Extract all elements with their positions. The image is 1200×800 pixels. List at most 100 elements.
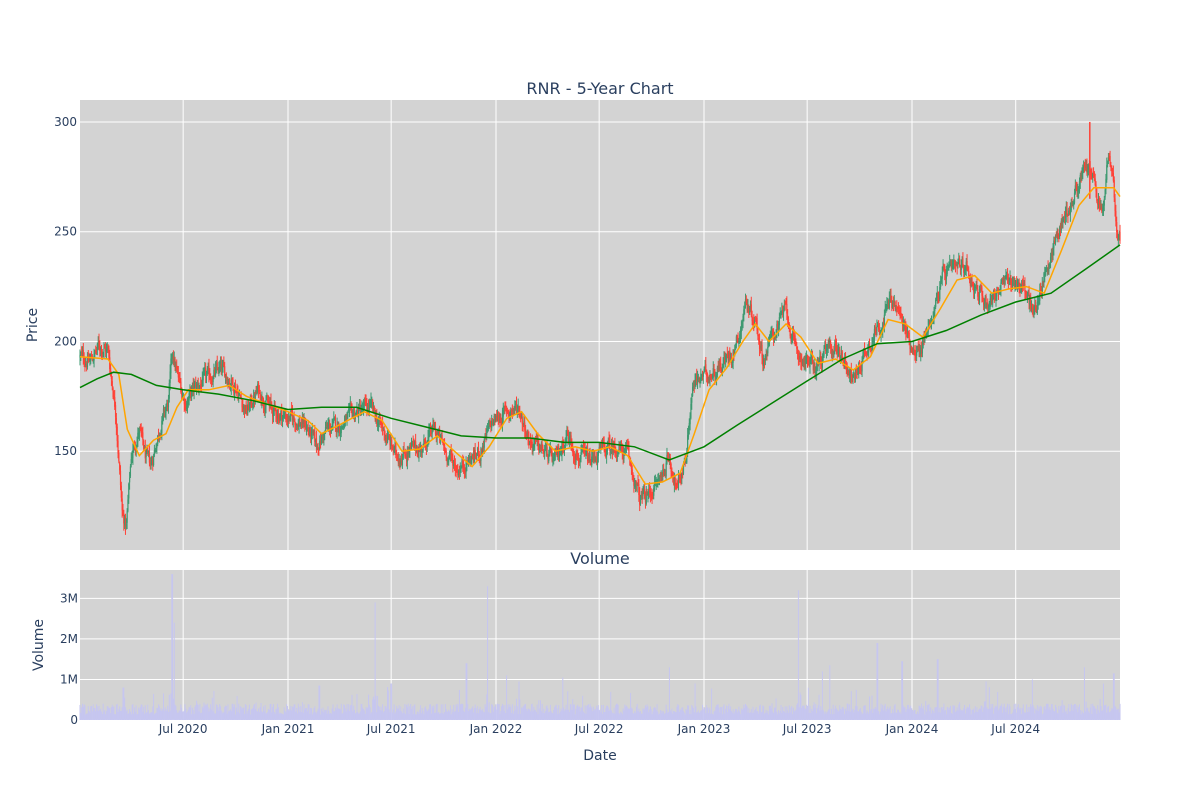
volume-bar bbox=[797, 590, 799, 720]
candle-body bbox=[742, 316, 744, 321]
candle-body bbox=[1004, 278, 1006, 285]
candle-body bbox=[416, 447, 418, 455]
candle-body bbox=[1092, 172, 1095, 174]
candle-body bbox=[628, 446, 630, 458]
volume-bar bbox=[762, 705, 764, 720]
candle-body bbox=[302, 418, 304, 424]
candle-body bbox=[676, 483, 678, 486]
volume-bar bbox=[338, 708, 340, 720]
candle-body bbox=[397, 458, 399, 463]
candle-body bbox=[119, 470, 122, 486]
volume-bar bbox=[81, 703, 83, 720]
volume-plot-area bbox=[80, 570, 1120, 720]
candle-body bbox=[388, 436, 390, 438]
candle-body bbox=[474, 449, 476, 454]
candle-body bbox=[259, 392, 261, 399]
candle-body bbox=[332, 420, 334, 426]
volume-bars bbox=[79, 574, 1121, 720]
candle-body bbox=[744, 307, 746, 309]
volume-bar bbox=[804, 708, 806, 720]
volume-bar bbox=[948, 709, 950, 720]
candle-body bbox=[909, 341, 911, 350]
volume-bar bbox=[1093, 705, 1095, 720]
volume-bar bbox=[821, 671, 823, 720]
volume-bar bbox=[100, 711, 102, 720]
volume-bar bbox=[487, 712, 489, 720]
candle-body bbox=[661, 474, 663, 477]
volume-bar bbox=[868, 713, 870, 720]
candle-body bbox=[1081, 171, 1083, 178]
volume-bar bbox=[202, 708, 204, 720]
candle-body bbox=[1057, 230, 1059, 236]
candle-body bbox=[664, 472, 666, 475]
volume-bar bbox=[334, 711, 336, 720]
candle-body bbox=[216, 362, 218, 367]
volume-bar bbox=[962, 710, 964, 720]
volume-bar bbox=[783, 711, 785, 720]
volume-bar bbox=[735, 708, 737, 720]
candle-body bbox=[223, 363, 225, 367]
candle-body bbox=[842, 357, 844, 362]
candle-body bbox=[570, 435, 572, 444]
volume-bar bbox=[436, 703, 438, 720]
volume-bar bbox=[129, 708, 131, 720]
candle-body bbox=[501, 414, 504, 427]
volume-bar bbox=[745, 703, 747, 720]
candle-body bbox=[760, 345, 762, 348]
candle-body bbox=[652, 496, 654, 498]
candle-body bbox=[118, 452, 120, 462]
candle-body bbox=[504, 406, 506, 407]
candle-body bbox=[884, 308, 886, 314]
volume-bar bbox=[764, 712, 766, 720]
candle-body bbox=[616, 454, 618, 458]
candle-body bbox=[355, 412, 357, 415]
candle-body bbox=[879, 332, 881, 334]
volume-bar bbox=[727, 705, 729, 720]
candle-body bbox=[564, 439, 566, 449]
candle-body bbox=[752, 321, 754, 323]
candle-body bbox=[459, 468, 461, 473]
candle-body bbox=[586, 450, 588, 453]
volume-bar bbox=[930, 707, 932, 720]
candle-body bbox=[449, 452, 451, 455]
volume-bar bbox=[368, 694, 370, 720]
volume-bar bbox=[1042, 713, 1044, 720]
volume-bar bbox=[640, 713, 642, 720]
candle-body bbox=[871, 344, 873, 350]
candle-body bbox=[706, 370, 708, 376]
price-y-tick-label: 150 bbox=[54, 444, 77, 458]
volume-bar bbox=[308, 704, 310, 720]
volume-bar bbox=[931, 713, 933, 720]
volume-bar bbox=[518, 681, 520, 720]
volume-bar bbox=[826, 713, 828, 720]
volume-bar bbox=[328, 710, 330, 720]
candle-body bbox=[121, 498, 123, 511]
candle-body bbox=[279, 415, 281, 422]
candle-body bbox=[275, 408, 277, 415]
candle-body bbox=[644, 489, 646, 499]
candle-body bbox=[232, 378, 234, 389]
volume-bar bbox=[720, 706, 722, 720]
candle-body bbox=[946, 269, 948, 275]
volume-bar bbox=[1031, 679, 1033, 720]
candle-body bbox=[861, 362, 863, 372]
volume-bar bbox=[995, 705, 997, 720]
candle-body bbox=[658, 477, 661, 480]
volume-bar bbox=[413, 705, 415, 720]
volume-bar bbox=[272, 704, 274, 720]
volume-bar bbox=[611, 712, 613, 720]
volume-bar bbox=[477, 706, 479, 720]
candle-body bbox=[1062, 218, 1064, 222]
volume-bar bbox=[513, 711, 515, 720]
candle-body bbox=[894, 301, 896, 309]
volume-bar bbox=[93, 708, 95, 720]
candle-body bbox=[852, 375, 854, 379]
candle-body bbox=[561, 442, 563, 455]
candle-body bbox=[293, 416, 295, 420]
volume-bar bbox=[639, 712, 641, 720]
volume-bar bbox=[343, 704, 345, 720]
volume-bar bbox=[682, 707, 684, 720]
candle-body bbox=[390, 440, 392, 447]
candle-body bbox=[520, 414, 522, 420]
volume-bar bbox=[1033, 707, 1035, 720]
